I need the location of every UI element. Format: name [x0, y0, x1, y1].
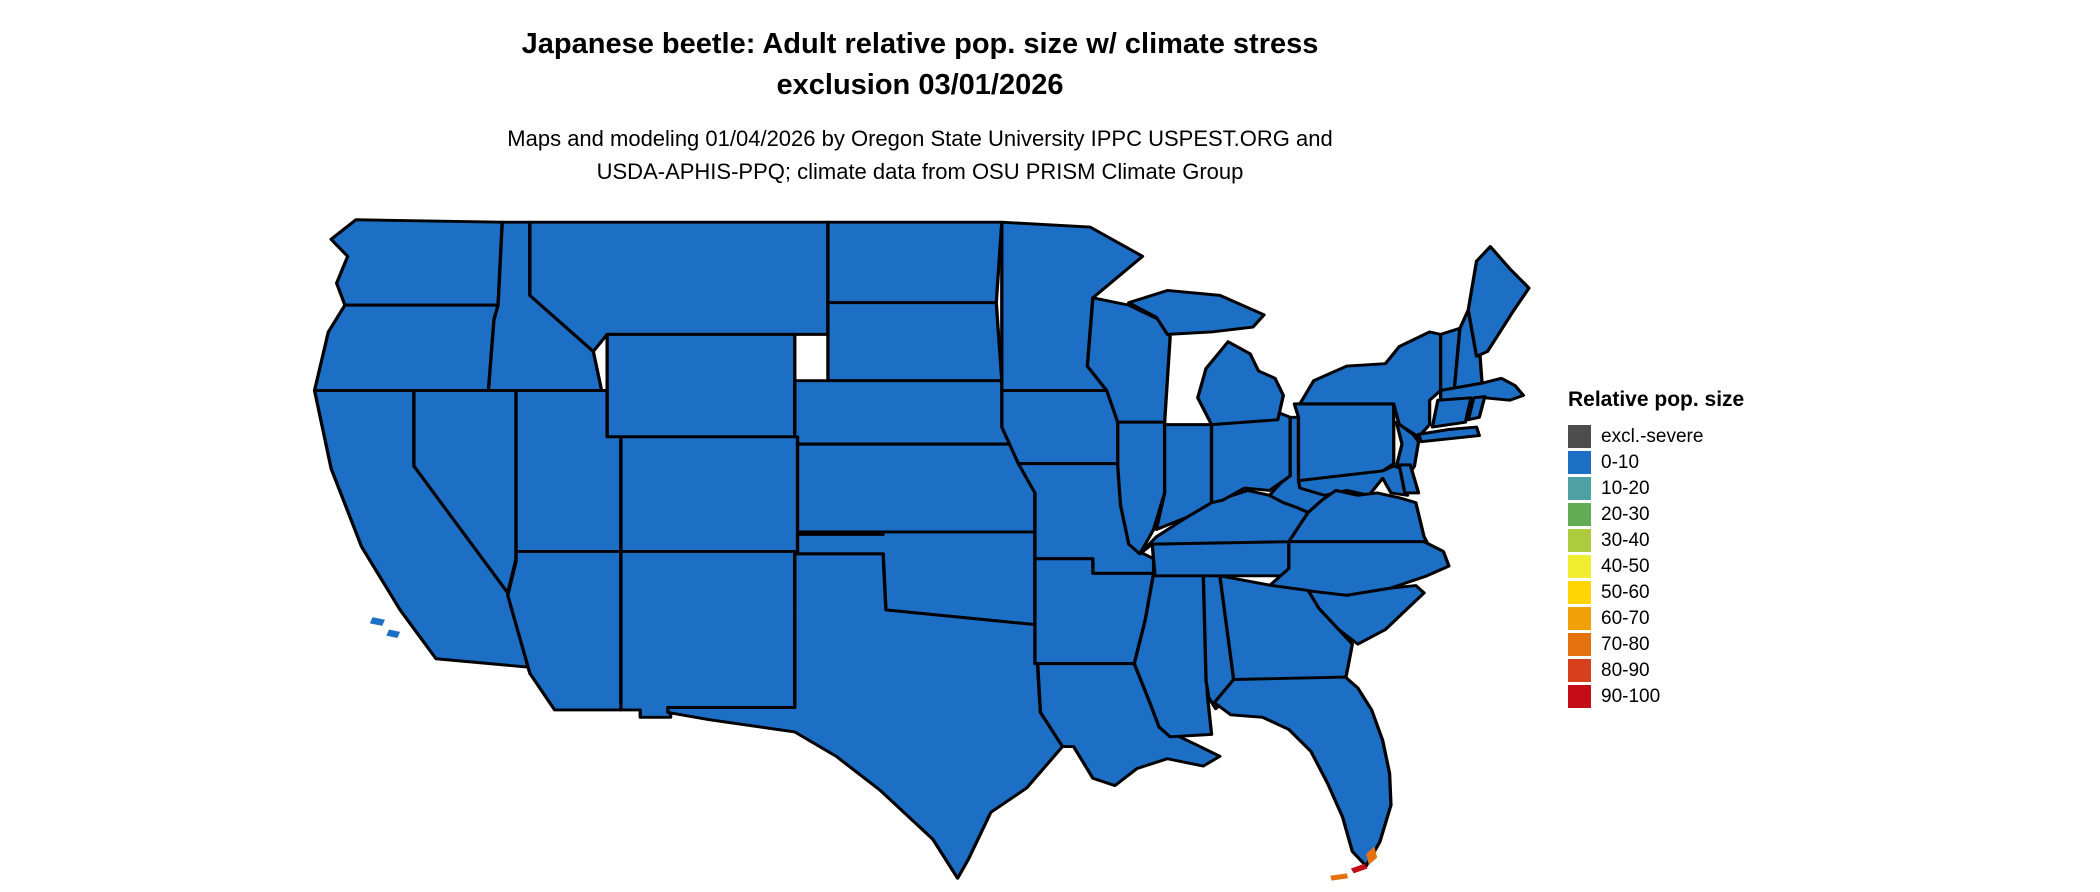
legend-title: Relative pop. size	[1568, 388, 1745, 411]
state-nc	[1267, 540, 1451, 597]
legend-item: 60-70	[1568, 605, 1868, 631]
state-co	[619, 435, 800, 553]
legend-item: 10-20	[1568, 475, 1868, 501]
state-mi-lower	[1196, 340, 1285, 427]
legend-item: 80-90	[1568, 657, 1868, 683]
legend-label: 90-100	[1601, 685, 1661, 707]
subtitle-line-2: USDA-APHIS-PPQ; climate data from OSU PR…	[596, 159, 1244, 184]
legend-swatch	[1568, 580, 1591, 604]
legend-item: 50-60	[1568, 579, 1868, 605]
state-nm	[619, 549, 797, 719]
state-ar	[1033, 557, 1156, 666]
legend-swatch	[1568, 450, 1591, 474]
legend-label: 30-40	[1601, 529, 1650, 551]
legend-swatch	[1568, 632, 1591, 656]
state-ks	[795, 442, 1037, 534]
legend-swatch	[1568, 424, 1591, 448]
legend-item: 40-50	[1568, 553, 1868, 579]
state-de	[1397, 463, 1421, 495]
legend-item: excl.-severe	[1568, 423, 1868, 449]
state-ri	[1466, 395, 1487, 422]
legend-label: 40-50	[1601, 555, 1650, 577]
page-subtitle: Maps and modeling 01/04/2026 by Oregon S…	[0, 122, 1840, 188]
florida-keys-red-speck	[1350, 863, 1368, 874]
legend-swatch	[1568, 554, 1591, 578]
legend-item: 90-100	[1568, 683, 1868, 709]
legend-swatch	[1568, 684, 1591, 708]
page-title: Japanese beetle: Adult relative pop. siz…	[0, 24, 1840, 106]
state-sd	[826, 301, 1004, 383]
state-wy	[605, 332, 797, 439]
state-nd	[826, 220, 1004, 305]
legend-swatch	[1568, 606, 1591, 630]
legend-label: 0-10	[1601, 451, 1640, 473]
state-wa	[329, 218, 504, 307]
state-md	[1296, 464, 1410, 497]
state-ut	[514, 389, 623, 553]
state-mi-upper	[1127, 289, 1266, 336]
legend-item: 20-30	[1568, 501, 1868, 527]
legend-item: 70-80	[1568, 631, 1868, 657]
state-az	[506, 549, 623, 712]
legend-swatch	[1568, 528, 1591, 552]
state-mt	[528, 220, 830, 353]
legend-swatch	[1568, 658, 1591, 682]
us-map	[312, 218, 1531, 881]
legend-items: excl.-severe 0-10 10-20 20-30 30-40 40-50 50-6…	[1568, 423, 1868, 709]
state-ct	[1430, 396, 1473, 429]
legend-label: 20-30	[1601, 503, 1650, 525]
subtitle-line-1: Maps and modeling 01/04/2026 by Oregon S…	[507, 126, 1333, 151]
state-ia	[1000, 389, 1125, 466]
channel-islands	[369, 617, 401, 639]
state-or	[312, 303, 500, 392]
legend-label: 60-70	[1601, 607, 1650, 629]
title-line-1: Japanese beetle: Adult relative pop. siz…	[521, 28, 1319, 60]
state-ny-long-island	[1416, 425, 1481, 444]
legend-label: 10-20	[1601, 477, 1650, 499]
map-area	[298, 210, 1540, 888]
legend-label: 80-90	[1601, 659, 1650, 681]
legend-label: 50-60	[1601, 581, 1650, 603]
legend-swatch	[1568, 476, 1591, 500]
legend-label: excl.-severe	[1601, 425, 1704, 447]
state-pa	[1292, 402, 1396, 483]
legend: Relative pop. size excl.-severe 0-10 10-20…	[1568, 388, 1868, 709]
legend-swatch	[1568, 502, 1591, 526]
state-fl	[1212, 675, 1393, 868]
title-line-2: exclusion 03/01/2026	[776, 69, 1064, 101]
florida-keys-orange-speck	[1330, 846, 1378, 881]
state-me	[1466, 245, 1531, 358]
legend-item: 30-40	[1568, 527, 1868, 553]
legend-item: 0-10	[1568, 449, 1868, 475]
legend-label: 70-80	[1601, 633, 1650, 655]
